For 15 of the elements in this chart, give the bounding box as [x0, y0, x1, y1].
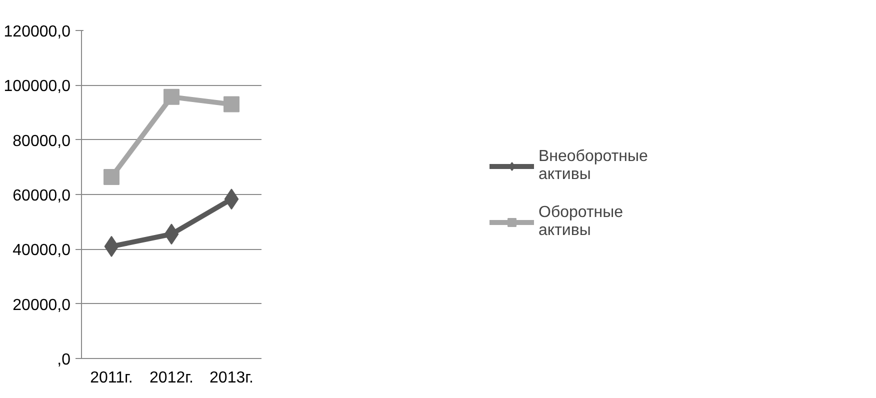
y-tick-label: 100000,0	[4, 78, 71, 96]
y-tick-label: 20000,0	[12, 296, 71, 314]
legend-label: Внеоборотные активы	[538, 148, 648, 184]
point	[104, 169, 120, 186]
point	[224, 96, 240, 112]
point	[164, 88, 180, 105]
legend-label: Оборотные активы	[538, 204, 624, 240]
y-tick-label: 40000,0	[12, 242, 71, 260]
x-tick-label: 2011г.	[90, 370, 133, 386]
x-tick-label: 2013г.	[210, 370, 254, 386]
y-tick-label: ,0	[57, 352, 71, 368]
x-tick-label: 2012г.	[150, 370, 194, 386]
y-tick-label: 60000,0	[12, 188, 71, 204]
y-tick-label: 120000,0	[4, 24, 71, 40]
y-tick-label: 80000,0	[12, 132, 71, 150]
